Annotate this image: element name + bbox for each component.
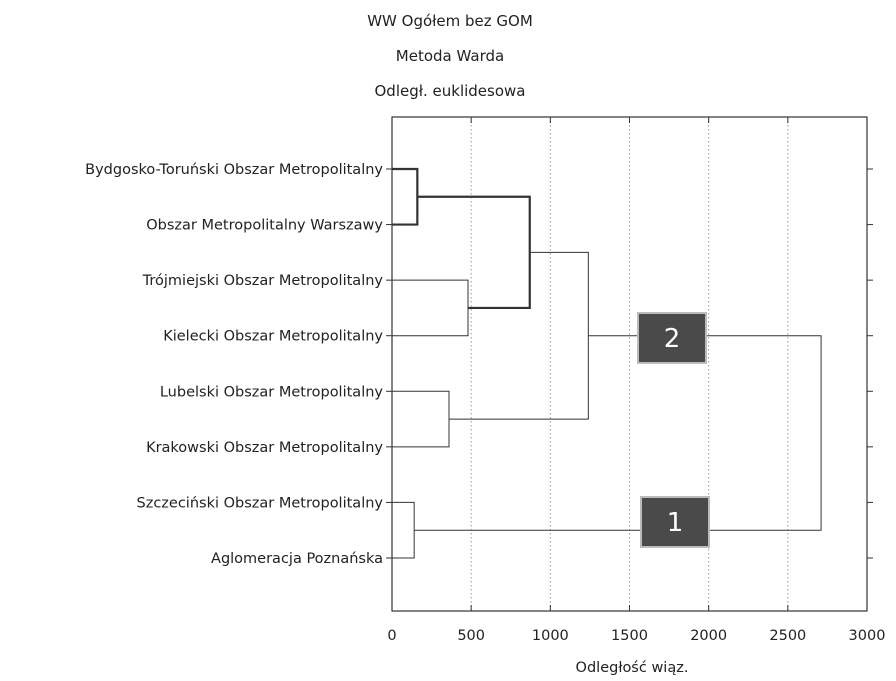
leaf-label: Lubelski Obszar Metropolitalny — [160, 384, 384, 400]
plot-frame — [391, 116, 868, 612]
grid-lines — [470, 117, 789, 611]
leaf-label: Aglomeracja Poznańska — [211, 551, 383, 567]
leaf-label: Bydgosko-Toruński Obszar Metropolitalny — [85, 162, 383, 178]
x-axis-label: Odległość wiąz. — [576, 660, 689, 676]
x-tick-label: 1500 — [611, 628, 648, 644]
x-tick-label: 0 — [387, 628, 396, 644]
leaf-label: Szczeciński Obszar Metropolitalny — [137, 495, 384, 511]
cluster-number: 1 — [667, 508, 684, 538]
chart-title-line-1: WW Ogółem bez GOM — [367, 12, 533, 30]
dendrogram-link — [417, 195, 531, 310]
cluster-box — [637, 312, 707, 364]
x-tick-label: 500 — [457, 628, 485, 644]
cluster-labels: 21 — [637, 312, 710, 548]
leaf-label: Krakowski Obszar Metropolitalny — [146, 440, 383, 456]
chart-title-line-3: Odległ. euklidesowa — [374, 82, 525, 100]
dendrogram-link — [392, 501, 415, 559]
dendrogram-link — [414, 335, 822, 531]
leaf-label: Kielecki Obszar Metropolitalny — [163, 329, 383, 345]
x-tick-label: 1000 — [532, 628, 569, 644]
leaf-labels: Bydgosko-Toruński Obszar Metropolitalny O… — [85, 162, 873, 567]
x-tick-label: 3000 — [849, 628, 886, 644]
dendrogram-link — [392, 167, 419, 226]
cluster-number: 2 — [664, 324, 681, 354]
dendrogram-link — [392, 279, 469, 337]
leaf-label: Trójmiejski Obszar Metropolitalny — [142, 273, 384, 289]
dendrogram-links — [392, 167, 822, 559]
dendrogram-link — [449, 251, 589, 420]
chart-title-line-2: Metoda Warda — [396, 47, 504, 65]
cluster-box — [640, 496, 710, 548]
x-tick-label: 2000 — [690, 628, 727, 644]
x-tick-label: 2500 — [769, 628, 806, 644]
x-axis-ticks: 0 500 1000 1500 2000 2500 3000 — [387, 117, 885, 644]
leaf-label: Obszar Metropolitalny Warszawy — [146, 218, 383, 234]
dendrogram-link — [392, 390, 450, 448]
